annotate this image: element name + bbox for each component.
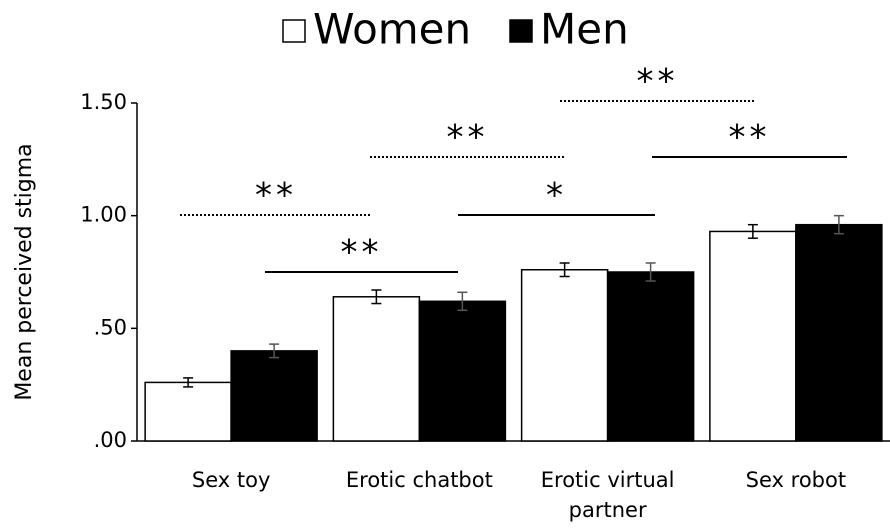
- bar: [332, 296, 421, 442]
- legend-label: Women: [313, 5, 471, 54]
- y-axis-label: Mean perceived stigma: [12, 143, 37, 400]
- significance-stars: **: [637, 62, 679, 102]
- x-tick-label: Erotic virtual partner: [540, 468, 675, 522]
- bar: [230, 350, 318, 442]
- bar: [418, 300, 507, 442]
- y-tick-label: 1.50: [80, 90, 127, 114]
- legend-swatch: [509, 19, 533, 43]
- significance-stars: **: [729, 118, 771, 158]
- y-tick-label: .00: [94, 428, 127, 452]
- significance-stars: **: [447, 118, 489, 158]
- significance-stars: **: [341, 233, 383, 273]
- significance-stars: *: [546, 176, 567, 216]
- x-tick-label: Sex toy: [191, 468, 271, 492]
- x-tick-label: Erotic chatbot: [345, 468, 493, 492]
- y-tick-label: 1.00: [80, 203, 127, 227]
- bar: [606, 271, 695, 442]
- bar: [709, 230, 797, 442]
- legend-label: Men: [540, 5, 629, 54]
- significance-stars: **: [255, 176, 297, 216]
- bar: [144, 381, 232, 442]
- bar: [795, 223, 883, 442]
- y-tick-label: .50: [94, 315, 127, 339]
- x-tick-label: Sex robot: [745, 468, 847, 492]
- bar: [520, 268, 609, 442]
- legend-swatch: [282, 19, 306, 43]
